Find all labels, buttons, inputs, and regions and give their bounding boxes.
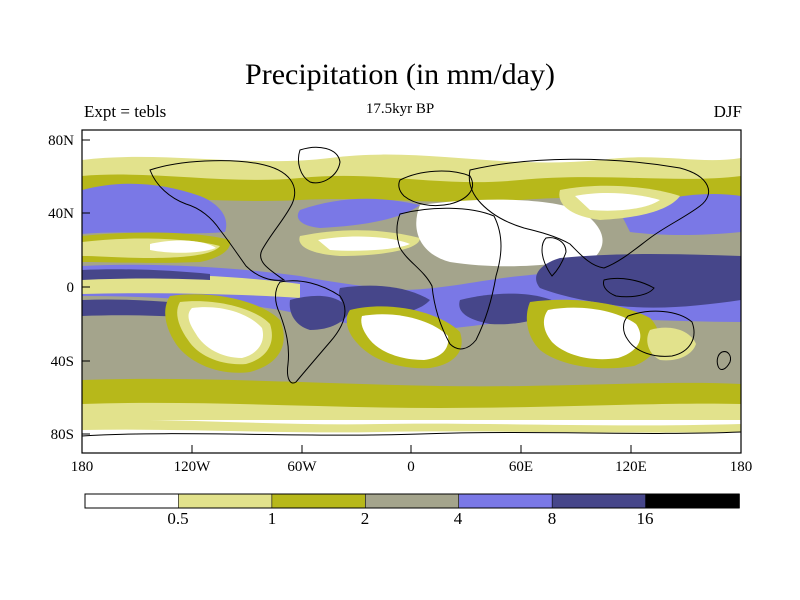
eastern-pacific-heavy: [82, 269, 210, 280]
colorbar-label: 2: [361, 509, 370, 528]
colorbar-label: 0.5: [167, 509, 188, 528]
colorbar-swatch: [178, 493, 273, 509]
lat-label: 80N: [48, 133, 74, 149]
australia-coastline: [623, 310, 695, 357]
colorbar-labels: 0.5 1 2 4 8 16: [167, 509, 653, 528]
north-pacific-dry-white: [150, 240, 216, 253]
lon-label: 60E: [509, 459, 533, 475]
lat-label: 80S: [51, 427, 74, 443]
coastlines: [82, 146, 741, 437]
south-atlantic-dry-white: [361, 314, 449, 360]
greenland-coastline: [297, 146, 341, 184]
antarctica-coastline: [82, 431, 741, 437]
africa-coastline: [396, 207, 502, 350]
north-pacific-storm-track: [82, 183, 227, 234]
asia-dry-white: [575, 193, 660, 211]
colorbar-label: 8: [548, 509, 557, 528]
lon-label: 0: [407, 459, 415, 475]
indo-pacific-heavy: [536, 254, 741, 308]
lat-label: 0: [67, 280, 75, 296]
asia-coastline: [468, 158, 710, 269]
india-coastline: [541, 237, 567, 277]
season-label: DJF: [713, 102, 742, 121]
lon-label: 60W: [287, 459, 317, 475]
australia-dry-light: [647, 327, 696, 361]
north-atlantic-dry-white: [318, 236, 410, 251]
colorbar-label: 16: [637, 509, 654, 528]
lon-label: 180: [730, 459, 753, 475]
colorbar-swatch: [271, 493, 367, 509]
south-america-heavy: [289, 295, 350, 330]
latitude-labels: 80N 40N 0 40S 80S: [48, 133, 74, 443]
longitude-labels: 180 120W 60W 0 60E 120E 180: [71, 459, 753, 475]
sahara-dry: [416, 199, 603, 267]
lon-label: 180: [71, 459, 94, 475]
colorbar-swatch: [458, 493, 553, 509]
europe-coastline: [398, 170, 473, 207]
southeast-pacific-dry-white: [188, 307, 264, 358]
colorbar-frame: [84, 493, 740, 509]
precipitation-field: [82, 130, 741, 453]
colorbar-label: 4: [454, 509, 463, 528]
lat-label: 40S: [51, 354, 74, 370]
south-america-coastline: [275, 280, 346, 384]
new-zealand-coastline: [716, 351, 731, 370]
map-title: Precipitation (in mm/day): [245, 58, 555, 91]
north-america-coastline: [149, 160, 296, 281]
lon-label: 120W: [174, 459, 212, 475]
north-atlantic-storm-track: [297, 198, 420, 228]
map-subtitle: 17.5kyr BP: [365, 101, 435, 117]
experiment-label: Expt = tebls: [84, 102, 167, 121]
colorbar-swatch: [551, 493, 647, 509]
axis-ticks: [81, 139, 742, 453]
colorbar-swatch: [645, 493, 740, 509]
antarctic-light-edge: [82, 419, 741, 433]
lon-label: 120E: [615, 459, 647, 475]
lat-label: 40N: [48, 206, 74, 222]
colorbar: [84, 493, 740, 509]
colorbar-swatch: [84, 493, 180, 509]
southern-ocean-light-band: [82, 402, 741, 424]
colorbar-swatch: [364, 493, 460, 509]
itcz-olive-strip: [82, 274, 300, 298]
southern-indian-dry-white: [543, 307, 641, 360]
colorbar-label: 1: [268, 509, 277, 528]
maritime-continent-coastline: [603, 277, 655, 298]
